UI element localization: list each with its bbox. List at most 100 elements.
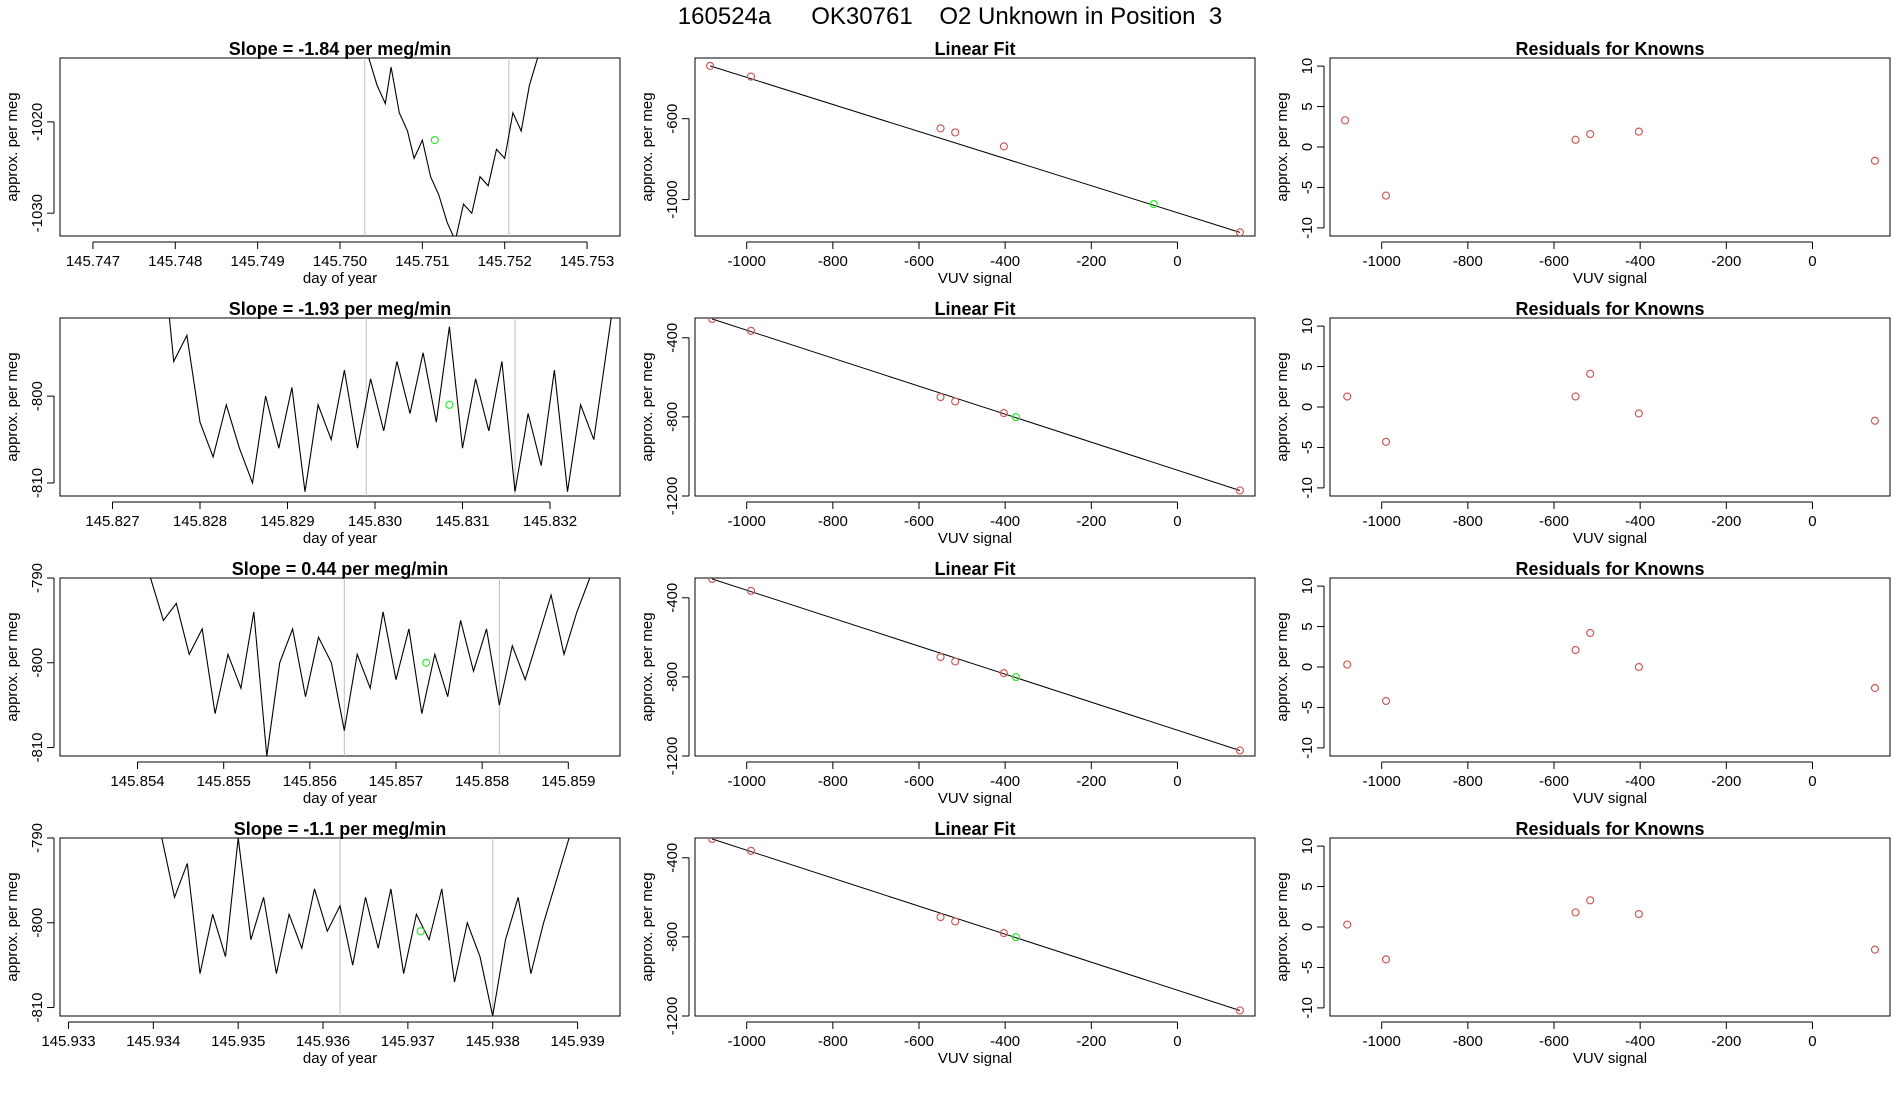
y-tick-label: -790 bbox=[29, 823, 46, 853]
plot-area bbox=[364, 58, 539, 236]
x-tick-label: 0 bbox=[1173, 773, 1181, 790]
residual-point bbox=[1870, 416, 1880, 425]
y-tick-label: -1020 bbox=[29, 103, 46, 141]
x-tick-label: 145.937 bbox=[381, 1033, 435, 1050]
x-tick-label: -1000 bbox=[1363, 253, 1401, 270]
x-tick-label: 145.939 bbox=[550, 1033, 604, 1050]
known-point bbox=[999, 929, 1008, 938]
linear-fit-chart-row2: Linear Fit -1000 -800 -600 -400 -200 0 VUV sign… bbox=[639, 300, 1256, 547]
y-tick-label: 10 bbox=[1299, 578, 1316, 595]
known-point bbox=[936, 124, 945, 133]
y-tick-label: -400 bbox=[664, 323, 681, 353]
linear-fit-chart-row1: Linear Fit -1000 -800 -600 -400 -200 0 VUV sign… bbox=[639, 40, 1256, 287]
run-id: 160524a bbox=[677, 3, 772, 30]
y-axis-label: approx. per meg bbox=[1274, 352, 1291, 461]
fit-line bbox=[712, 318, 1241, 491]
y-tick-label: 10 bbox=[1299, 58, 1316, 75]
linear-fit-panel-row1: Linear Fit -1000 -800 -600 -400 -200 0 VUV sign… bbox=[635, 40, 1265, 300]
x-tick-label: 0 bbox=[1808, 513, 1816, 530]
slope-title: Slope = -1.1 per meg/min bbox=[234, 820, 447, 839]
x-tick-label: 145.752 bbox=[478, 253, 532, 270]
sample-id: OK30761 bbox=[811, 3, 913, 30]
x-tick-label: -600 bbox=[1539, 1033, 1569, 1050]
x-tick-label: -400 bbox=[1625, 253, 1655, 270]
x-tick-label: -800 bbox=[1453, 513, 1483, 530]
plot-frame bbox=[1329, 837, 1891, 1017]
fit-line bbox=[712, 838, 1241, 1011]
plot-frame bbox=[694, 317, 1256, 497]
residual-point bbox=[1634, 909, 1643, 919]
unknown-point bbox=[1011, 672, 1021, 682]
timeseries-panel-row2: Slope = -1.93 per meg/min 145.827 145.828 1… bbox=[0, 300, 630, 560]
y-tick-label: -800 bbox=[664, 922, 681, 952]
chart-title: Residuals for Knowns bbox=[1515, 300, 1704, 319]
x-tick-label: 145.830 bbox=[348, 513, 402, 530]
y-tick-label: -1200 bbox=[664, 477, 681, 515]
x-tick-label: -800 bbox=[818, 513, 848, 530]
x-tick-label: -200 bbox=[1076, 513, 1106, 530]
known-point bbox=[746, 586, 756, 595]
residuals-panel-row4: Residuals for Knowns -1000 -800 -600 -400 -20… bbox=[1270, 820, 1900, 1080]
residual-point bbox=[1870, 683, 1880, 693]
x-tick-label: 145.858 bbox=[455, 773, 509, 790]
chart-title: Residuals for Knowns bbox=[1515, 40, 1704, 59]
x-axis-label: day of year bbox=[303, 530, 377, 547]
y-axis-label: approx. per meg bbox=[639, 92, 656, 201]
residuals-panel-row3: Residuals for Knowns -1000 -800 -600 -400 -20… bbox=[1270, 560, 1900, 820]
y-axis-label: approx. per meg bbox=[639, 612, 656, 721]
x-tick-label: -200 bbox=[1076, 253, 1106, 270]
x-tick-label: -400 bbox=[990, 1033, 1020, 1050]
x-tick-label: -600 bbox=[1539, 513, 1569, 530]
x-tick-label: -400 bbox=[1625, 1033, 1655, 1050]
x-axis-label: VUV signal bbox=[938, 270, 1012, 287]
residual-point bbox=[1586, 896, 1595, 905]
y-tick-label: 10 bbox=[1299, 318, 1316, 335]
y-tick-label: 5 bbox=[1299, 882, 1316, 890]
plot-frame bbox=[694, 577, 1256, 757]
y-tick-label: -1000 bbox=[664, 180, 681, 218]
y-tick-label: -400 bbox=[664, 583, 681, 613]
x-tick-label: -800 bbox=[818, 1033, 848, 1050]
x-tick-label: -800 bbox=[1453, 253, 1483, 270]
x-tick-label: -1000 bbox=[728, 1033, 766, 1050]
figure-title: 160524a OK30761 O2 Unknown in Position 3 bbox=[0, 0, 1900, 34]
plot-area bbox=[1343, 369, 1880, 446]
plot-frame bbox=[694, 837, 1256, 1017]
x-tick-label: 145.938 bbox=[466, 1033, 520, 1050]
residuals-chart-row1: Residuals for Knowns-1000 -800 -600 -400 -20… bbox=[1274, 40, 1891, 287]
x-tick-label: -200 bbox=[1711, 1033, 1741, 1050]
unknown-mean-point bbox=[422, 658, 431, 667]
residuals-panel-row2: Residuals for Knowns -1000 -800 -600 -400 -20… bbox=[1270, 300, 1900, 560]
chart-title: Linear Fit bbox=[934, 820, 1015, 839]
timeseries-chart-row1: Slope = -1.84 per meg/min 145.747 145.748 1… bbox=[4, 40, 621, 287]
linear-fit-panel-row3: Linear Fit -1000 -800 -600 -400 -200 0 VUV sign… bbox=[635, 560, 1265, 820]
residuals-panel-row1: Residuals for Knowns -1000 -800 -600 -400 -20… bbox=[1270, 40, 1900, 300]
y-axis-label: approx. per meg bbox=[4, 872, 21, 981]
x-axis-label: VUV signal bbox=[1573, 1050, 1647, 1067]
y-tick-label: -400 bbox=[664, 843, 681, 873]
chart-title: Linear Fit bbox=[934, 300, 1015, 319]
x-axis-label: day of year bbox=[303, 790, 377, 807]
x-tick-label: 0 bbox=[1173, 1033, 1181, 1050]
x-tick-label: -600 bbox=[904, 253, 934, 270]
x-tick-label: -200 bbox=[1711, 253, 1741, 270]
y-tick-label: 5 bbox=[1299, 362, 1316, 370]
residual-point bbox=[1571, 135, 1580, 144]
unknown-mean-point bbox=[430, 136, 439, 145]
plot-frame bbox=[59, 317, 621, 497]
plot-area bbox=[1343, 896, 1880, 964]
x-tick-label: -800 bbox=[1453, 1033, 1483, 1050]
known-point bbox=[1235, 228, 1245, 236]
x-axis-label: VUV signal bbox=[938, 1050, 1012, 1067]
x-tick-label: -1000 bbox=[728, 253, 766, 270]
residual-point bbox=[1343, 660, 1352, 669]
x-tick-label: 0 bbox=[1808, 1033, 1816, 1050]
x-tick-label: 0 bbox=[1173, 513, 1181, 530]
y-tick-label: 10 bbox=[1299, 838, 1316, 855]
x-tick-label: 145.829 bbox=[260, 513, 314, 530]
chart-title: Linear Fit bbox=[934, 560, 1015, 579]
residual-point bbox=[1343, 392, 1352, 401]
y-axis-label: approx. per meg bbox=[639, 352, 656, 461]
y-axis-label: approx. per meg bbox=[1274, 872, 1291, 981]
plot-frame bbox=[1329, 577, 1891, 757]
